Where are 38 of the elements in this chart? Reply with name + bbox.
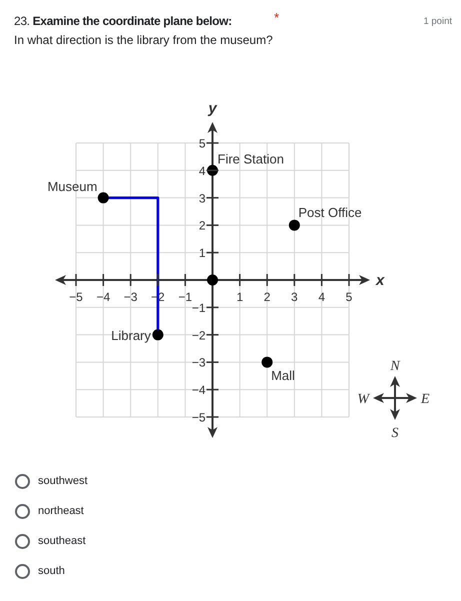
y-tick-label: 5 <box>198 136 206 150</box>
series-label: Mall <box>271 368 296 384</box>
x-tick-label: 1 <box>236 290 244 304</box>
x-tick-label: 3 <box>291 290 298 304</box>
text: northeast <box>38 504 84 518</box>
y-tick-label: 3 <box>198 191 206 206</box>
x-tick-label: 5 <box>346 290 353 304</box>
x-tick-label: 4 <box>318 290 326 304</box>
text: * <box>274 10 280 25</box>
text: southeast <box>38 534 86 548</box>
y-tick-label: 4 <box>198 164 206 178</box>
text: south <box>38 564 65 578</box>
text: N <box>389 359 400 374</box>
chart-title: 23. Examine the coordinate plane below: <box>14 14 232 28</box>
y-tick-label: −2 <box>192 328 206 342</box>
series-label: Museum <box>47 178 98 194</box>
x-tick-label: 2 <box>264 290 271 304</box>
y-tick-label: −5 <box>192 410 206 424</box>
y-tick-label: −4 <box>192 383 206 398</box>
y-tick-label: −1 <box>192 300 206 315</box>
x-tick-label: −5 <box>69 290 84 304</box>
series-label: Fire Station <box>218 151 284 166</box>
y-tick-label: 1 <box>198 246 206 260</box>
y-axis-title: y <box>207 100 218 117</box>
x-tick-label: −1 <box>178 290 192 304</box>
series-label: Post Office <box>298 205 362 220</box>
y-tick-label: −3 <box>192 356 206 370</box>
text: southwest <box>38 474 88 488</box>
x-axis-title: x <box>375 272 385 289</box>
text: E <box>420 392 430 407</box>
text: S <box>392 426 398 441</box>
series-label: Library <box>111 328 152 343</box>
text: 1 point <box>423 16 452 28</box>
y-tick-label: 2 <box>198 218 206 233</box>
chart-subtitle: In what direction is the library from the museum? <box>14 32 273 48</box>
text: W <box>357 392 370 407</box>
x-tick-label: −3 <box>124 290 138 304</box>
x-tick-label: −4 <box>96 290 110 304</box>
